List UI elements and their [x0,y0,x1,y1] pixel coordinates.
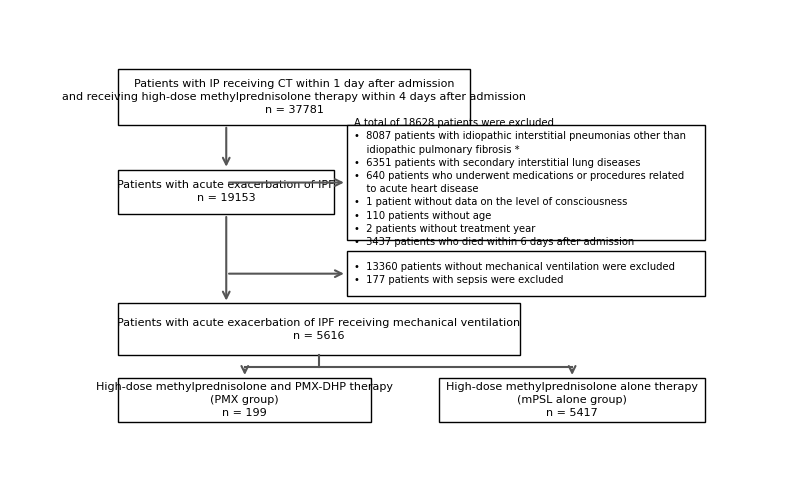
Bar [347,125,705,240]
Text: Patients with IP receiving CT within 1 day after admission
and receiving high-do: Patients with IP receiving CT within 1 d… [62,79,526,115]
Bar [118,69,470,125]
Text: •  13360 patients without mechanical ventilation were excluded
•  177 patients w: • 13360 patients without mechanical vent… [354,262,675,285]
Bar [347,251,705,296]
Text: A total of 18628 patients were excluded
•  8087 patients with idiopathic interst: A total of 18628 patients were excluded … [354,118,686,247]
Bar [439,378,705,423]
Bar [118,378,371,423]
Bar [118,303,520,355]
Text: Patients with acute exacerbation of IPF receiving mechanical ventilation
n = 561: Patients with acute exacerbation of IPF … [117,318,520,341]
Bar [118,170,335,214]
Text: High-dose methylprednisolone and PMX-DHP therapy
(PMX group)
n = 199: High-dose methylprednisolone and PMX-DHP… [96,382,393,418]
Text: High-dose methylprednisolone alone therapy
(mPSL alone group)
n = 5417: High-dose methylprednisolone alone thera… [446,382,698,418]
Text: Patients with acute exacerbation of IPF
n = 19153: Patients with acute exacerbation of IPF … [117,180,335,203]
